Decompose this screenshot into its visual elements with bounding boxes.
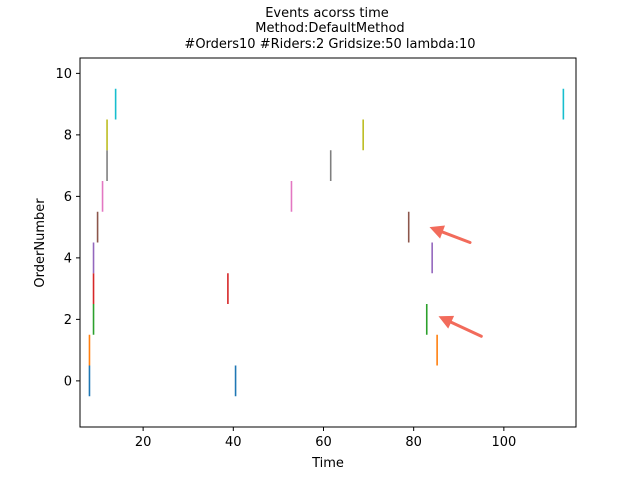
title-line-2: Method:DefaultMethod	[255, 21, 404, 36]
annotation-arrow-shaft-1	[449, 320, 483, 338]
y-tick-label-4: 4	[64, 251, 72, 266]
annotation-arrows	[429, 225, 483, 338]
chart-title: Events acorss time Method:DefaultMethod …	[184, 6, 475, 52]
x-tick-label-60: 60	[315, 435, 332, 450]
y-axis-label: OrderNumber	[33, 198, 48, 288]
event-lines	[88, 88, 565, 397]
x-tick-label-80: 80	[405, 435, 422, 450]
annotation-arrow-head-0	[429, 225, 445, 239]
y-axis-ticks: 0 2 4 6 8 10	[55, 67, 80, 389]
y-tick-label-10: 10	[55, 67, 72, 82]
x-tick-label-20: 20	[135, 435, 152, 450]
x-axis-label: Time	[311, 456, 344, 471]
plot-frame	[79, 57, 577, 428]
title-line-3: #Orders10 #Riders:2 Gridsize:50 lambda:1…	[184, 37, 475, 52]
x-axis-ticks: 20 40 60 80 100	[135, 427, 516, 450]
annotation-arrow-head-1	[438, 315, 455, 329]
y-tick-label-0: 0	[64, 374, 72, 389]
x-tick-label-100: 100	[491, 435, 516, 450]
x-tick-label-40: 40	[225, 435, 242, 450]
title-line-1: Events acorss time	[265, 6, 389, 21]
axes	[79, 57, 577, 428]
y-tick-label-8: 8	[64, 128, 72, 143]
annotation-arrow-shaft-0	[441, 230, 472, 244]
y-tick-label-2: 2	[64, 313, 72, 328]
y-tick-label-6: 6	[64, 190, 72, 205]
